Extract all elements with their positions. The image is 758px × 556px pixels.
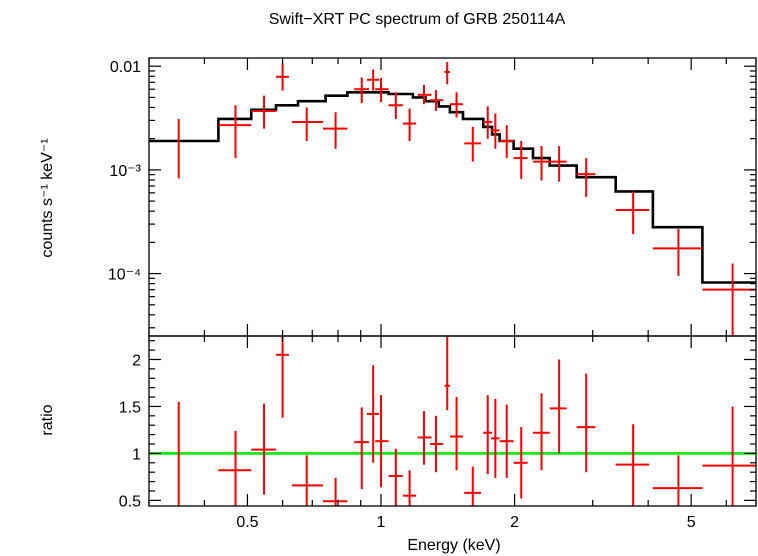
spectrum-panel: 0.01 10⁻³ 10⁻⁴ xyxy=(108,57,757,337)
spectrum-data-point xyxy=(402,108,417,141)
spectrum-data-point xyxy=(367,69,380,91)
spectrum-data-point xyxy=(702,263,756,336)
ratio-data-point xyxy=(499,404,514,478)
ratio-data-point xyxy=(375,395,389,488)
x-tick-label: 1 xyxy=(377,514,386,531)
ratio-data-point xyxy=(652,455,703,506)
spectrum-data-point xyxy=(218,105,252,159)
ratio-plot-frame xyxy=(148,335,757,507)
spectrum-data-point xyxy=(430,89,444,111)
spectrum-data-point xyxy=(291,107,323,141)
ratio-data-point xyxy=(576,373,596,473)
ratio-data-point xyxy=(513,427,528,499)
ratio-data-point xyxy=(402,470,417,506)
spectrum-data-point xyxy=(615,191,650,235)
spectrum-data-point xyxy=(652,228,703,276)
spectrum-y-tick-label: 0.01 xyxy=(110,59,141,76)
ratio-data-point xyxy=(615,424,650,506)
ratio-y-axis-label: ratio xyxy=(39,404,56,435)
spectrum-data-point xyxy=(375,77,389,103)
spectrum-data-point xyxy=(417,84,432,105)
ratio-data-point xyxy=(218,430,252,506)
ratio-data-point xyxy=(251,403,277,495)
spectrum-data-point xyxy=(513,140,528,179)
ratio-data-point xyxy=(354,407,370,490)
chart-title: Swift−XRT PC spectrum of GRB 250114A xyxy=(269,11,566,28)
ratio-data-point xyxy=(483,395,493,475)
ratio-panel: 0.5 1 2 5 0.5 1 1.5 2 xyxy=(119,335,757,531)
x-axis-label: Energy (keV) xyxy=(407,537,500,554)
ratio-data-point xyxy=(367,365,380,463)
spectrum-data-point xyxy=(444,61,450,85)
spectrum-data-point xyxy=(483,106,493,139)
spectrum-data-point xyxy=(322,112,348,149)
spectrum-y-tick-label: 10⁻³ xyxy=(109,163,141,180)
ratio-data-point xyxy=(322,477,348,506)
ratio-data-point xyxy=(388,448,403,506)
model-step-line xyxy=(149,91,756,284)
spectrum-data-point xyxy=(388,92,403,119)
spectrum-y-tick-label: 10⁻⁴ xyxy=(108,267,141,284)
ratio-data-point xyxy=(276,336,289,418)
ratio-data-point xyxy=(702,406,756,506)
spectrum-data-point xyxy=(354,77,370,104)
spectrum-data-point xyxy=(449,92,463,118)
x-tick-label: 2 xyxy=(510,514,519,531)
ratio-data-point xyxy=(417,411,432,465)
ratio-y-tick-label: 2 xyxy=(132,352,141,369)
spectrum-plot-frame xyxy=(148,57,757,337)
x-tick-label: 0.5 xyxy=(236,514,258,531)
spectrum-data-point xyxy=(464,126,481,162)
spectrum-y-axis-label: counts s⁻¹ keV⁻¹ xyxy=(39,138,56,257)
spectrum-data-point xyxy=(499,125,514,159)
spectrum-data-point xyxy=(576,158,596,197)
spectrum-data-point xyxy=(532,145,550,181)
ratio-data-point xyxy=(449,397,463,471)
spectrum-data-point xyxy=(549,145,567,182)
ratio-data-point xyxy=(430,415,444,473)
ratio-data-point xyxy=(464,466,481,506)
spectrum-data-point xyxy=(491,113,500,149)
spectrum-data-point xyxy=(251,95,277,129)
spectrum-data-point xyxy=(276,63,289,91)
ratio-y-tick-label: 1 xyxy=(132,446,141,463)
ratio-y-tick-label: 1.5 xyxy=(119,399,141,416)
ratio-data-point xyxy=(532,393,550,471)
ratio-y-tick-label: 0.5 xyxy=(119,493,141,510)
ratio-data-point xyxy=(491,398,500,478)
ratio-data-point xyxy=(444,336,450,411)
ratio-data-point xyxy=(291,455,323,506)
x-tick-label: 5 xyxy=(687,514,696,531)
ratio-data-point xyxy=(549,359,567,454)
